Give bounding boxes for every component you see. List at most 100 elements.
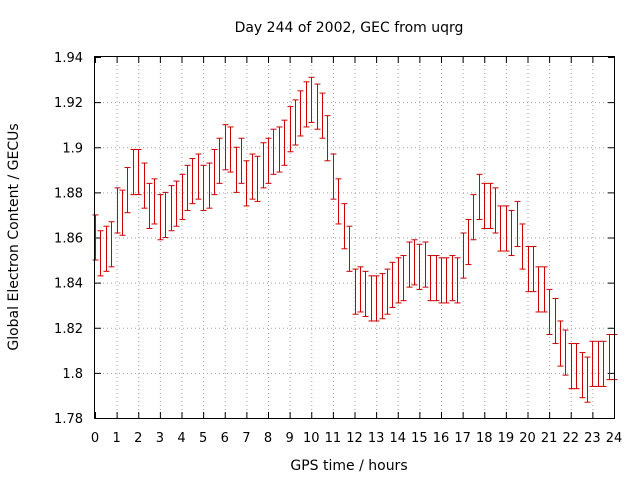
- error-bar: [97, 230, 104, 277]
- y-tick-label: 1.9: [62, 141, 83, 156]
- x-tick-label: 15: [411, 431, 428, 446]
- error-bar: [352, 268, 359, 315]
- x-tick-label: 14: [389, 431, 406, 446]
- error-bar: [222, 124, 229, 171]
- x-tick-label: 5: [199, 431, 207, 446]
- y-axis-label: Global Electron Content / GECUs: [6, 123, 22, 350]
- error-bar: [508, 209, 515, 257]
- error-bar: [146, 182, 153, 229]
- error-bar: [476, 173, 483, 220]
- error-bar: [114, 187, 121, 234]
- error-bar: [535, 266, 542, 313]
- error-bar: [287, 106, 294, 153]
- error-bar: [525, 246, 532, 293]
- error-bar: [303, 81, 310, 128]
- error-bar: [541, 266, 548, 313]
- y-tick-label: 1.94: [54, 51, 83, 66]
- x-tick-label: 1: [112, 431, 120, 446]
- y-tick-label: 1.8: [62, 367, 83, 382]
- error-bar: [184, 164, 191, 211]
- error-bar: [400, 255, 407, 302]
- error-bar: [168, 185, 175, 232]
- error-bar: [254, 155, 261, 202]
- error-bar: [519, 223, 526, 270]
- error-bar: [292, 99, 299, 146]
- x-tick-label: 18: [476, 431, 493, 446]
- x-tick-label: 2: [134, 431, 142, 446]
- error-bar: [276, 126, 283, 173]
- x-tick-label: 24: [606, 431, 623, 446]
- error-bar: [108, 221, 115, 268]
- error-bar: [227, 126, 234, 173]
- error-bar: [314, 83, 321, 130]
- error-bar: [362, 270, 369, 317]
- error-bar: [584, 356, 591, 403]
- x-tick-label: 16: [433, 431, 450, 446]
- error-bar: [357, 266, 364, 313]
- x-axis-label: GPS time / hours: [290, 458, 407, 474]
- error-bar: [200, 164, 207, 211]
- error-bar: [514, 200, 521, 248]
- error-bar: [346, 225, 353, 272]
- error-bar: [281, 119, 288, 166]
- x-tick-labels: 0 1 2 3 4 5 6 7 8 9 10 11 12 13 14 15 16 17 18 19 20 21 22 23 24: [91, 431, 622, 446]
- x-tick-label: 11: [325, 431, 342, 446]
- error-bar: [308, 76, 315, 123]
- error-bar: [211, 149, 218, 196]
- error-bar: [530, 246, 537, 293]
- x-tick-label: 13: [368, 431, 385, 446]
- error-bar: [600, 340, 607, 387]
- error-bar: [124, 167, 131, 214]
- error-bar: [503, 205, 510, 252]
- error-bar: [573, 343, 580, 390]
- x-tick-label: 3: [156, 431, 164, 446]
- error-bar: [216, 137, 223, 184]
- error-bar: [589, 340, 596, 387]
- error-bar: [130, 149, 137, 196]
- error-bar: [270, 128, 277, 175]
- x-tick-label: 0: [91, 431, 99, 446]
- x-tick-label: 17: [454, 431, 471, 446]
- error-bar: [151, 178, 158, 225]
- x-tick-label: 12: [346, 431, 363, 446]
- y-tick-labels: 1.78 1.8 1.82 1.84 1.86 1.88 1.9 1.92 1.94: [54, 51, 83, 427]
- error-bar: [492, 187, 499, 234]
- x-tick-label: 6: [221, 431, 229, 446]
- error-bar: [297, 90, 304, 137]
- x-tick-label: 7: [242, 431, 250, 446]
- error-bar: [233, 146, 240, 193]
- error-bar: [135, 149, 142, 196]
- error-bar: [335, 178, 342, 225]
- error-bar: [552, 297, 559, 345]
- error-bar: [92, 214, 99, 261]
- x-tick-label: 8: [264, 431, 272, 446]
- error-bar: [157, 194, 164, 241]
- error-bar: [411, 239, 418, 286]
- error-bar: [195, 153, 202, 200]
- error-bar: [368, 275, 375, 322]
- error-bar: [557, 320, 564, 367]
- error-bar: [103, 225, 110, 272]
- x-tick-label: 20: [519, 431, 536, 446]
- chart-title: Day 244 of 2002, GEC from uqrg: [235, 20, 464, 36]
- error-bar: [162, 191, 169, 238]
- error-bar: [481, 182, 488, 229]
- error-bar: [341, 203, 348, 250]
- error-bar: [438, 257, 445, 304]
- error-bar: [395, 257, 402, 304]
- error-bar: [449, 255, 456, 302]
- error-bar: [265, 137, 272, 184]
- y-tick-label: 1.88: [54, 186, 83, 201]
- error-bar: [206, 162, 213, 209]
- y-tick-label: 1.86: [54, 232, 83, 247]
- error-bar: [384, 268, 391, 315]
- error-bar: [141, 162, 148, 209]
- error-bar: [465, 218, 472, 266]
- y-tick-label: 1.78: [54, 412, 83, 427]
- error-bar: [416, 243, 423, 290]
- error-bar: [562, 329, 569, 376]
- error-bar: [243, 160, 250, 207]
- x-tick-label: 4: [177, 431, 185, 446]
- y-tick-label: 1.84: [54, 277, 83, 292]
